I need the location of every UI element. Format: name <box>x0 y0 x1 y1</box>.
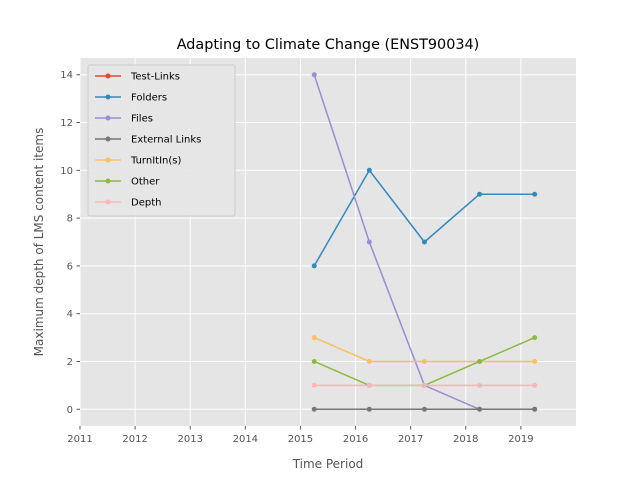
legend-swatch-marker <box>105 199 111 205</box>
legend-label: Test-Links <box>130 72 180 83</box>
data-point <box>311 406 317 412</box>
x-tick-label: 2012 <box>122 434 147 445</box>
y-axis-label: Maximum depth of LMS content items <box>32 128 46 357</box>
data-point <box>532 358 538 364</box>
y-axis-ticks: 0 2 4 6 8 10 12 14 <box>60 70 80 416</box>
data-point <box>421 406 427 412</box>
data-point <box>477 191 483 197</box>
x-tick-label: 2015 <box>288 434 313 445</box>
legend-swatch-marker <box>105 136 111 142</box>
data-point <box>421 358 427 364</box>
legend-item: Folders <box>95 93 167 104</box>
y-tick-label: 0 <box>67 405 73 416</box>
y-tick-label: 10 <box>60 166 73 177</box>
data-point <box>311 72 317 78</box>
data-point <box>311 335 317 341</box>
data-point <box>477 382 483 388</box>
series-external-links <box>311 406 538 412</box>
data-point <box>366 167 372 173</box>
series-folders <box>311 167 538 269</box>
y-tick-label: 4 <box>67 309 73 320</box>
x-tick-label: 2011 <box>67 434 92 445</box>
legend-item: External Links <box>95 135 201 146</box>
data-point <box>311 358 317 364</box>
data-point <box>366 358 372 364</box>
legend-item: Depth <box>95 198 161 209</box>
legend-label: Files <box>131 114 153 125</box>
legend-item: Other <box>95 177 160 188</box>
data-point <box>477 358 483 364</box>
gridlines <box>79 58 576 426</box>
data-point <box>311 263 317 269</box>
legend-item: TurnItIn(s) <box>95 156 181 167</box>
data-point <box>311 382 317 388</box>
legend: Test-Links Folders Files External Links Turn… <box>87 64 236 217</box>
y-tick-label: 12 <box>60 118 73 129</box>
y-tick-label: 6 <box>67 261 73 272</box>
legend-label: Folders <box>131 93 167 104</box>
legend-swatch-marker <box>105 94 111 100</box>
chart-title: Adapting to Climate Change (ENST90034) <box>177 37 480 53</box>
data-point <box>421 382 427 388</box>
series-depth <box>311 382 538 388</box>
x-tick-label: 2018 <box>453 434 478 445</box>
legend-swatch-marker <box>105 73 111 79</box>
x-axis-ticks: 2011 2012 2013 2014 2015 2016 2017 2018 2019 <box>67 426 534 445</box>
legend-swatch-marker <box>105 178 111 184</box>
data-point <box>532 191 538 197</box>
data-point <box>532 335 538 341</box>
legend-label: TurnItIn(s) <box>130 156 181 167</box>
series-layer <box>311 72 538 412</box>
data-point <box>421 239 427 245</box>
legend-label: External Links <box>131 135 201 146</box>
x-tick-label: 2017 <box>398 434 423 445</box>
data-point <box>366 239 372 245</box>
legend-label: Depth <box>131 198 161 209</box>
y-tick-label: 2 <box>67 357 73 368</box>
legend-item: Files <box>95 114 153 125</box>
legend-item: Test-Links <box>95 72 180 83</box>
data-point <box>366 382 372 388</box>
series-turnitin-s- <box>311 335 538 364</box>
y-tick-label: 14 <box>60 70 73 81</box>
data-point <box>532 406 538 412</box>
legend-box <box>87 64 236 217</box>
data-point <box>366 406 372 412</box>
data-point <box>477 406 483 412</box>
legend-swatch-marker <box>105 115 111 121</box>
legend-label: Other <box>131 177 160 188</box>
x-tick-label: 2016 <box>343 434 368 445</box>
x-tick-label: 2019 <box>508 434 533 445</box>
x-tick-label: 2013 <box>177 434 202 445</box>
y-tick-label: 8 <box>67 214 73 225</box>
x-axis-label: Time Period <box>292 457 364 471</box>
legend-swatch-marker <box>105 157 111 163</box>
x-tick-label: 2014 <box>233 434 258 445</box>
data-point <box>532 382 538 388</box>
